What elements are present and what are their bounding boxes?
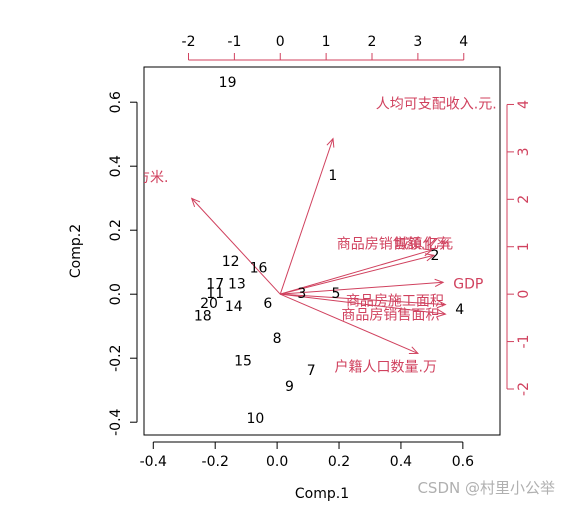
loading-arrowhead — [436, 309, 447, 318]
observation-label: 13 — [228, 277, 246, 293]
top-tick-label: -1 — [227, 34, 241, 50]
observation-label: 19 — [219, 75, 237, 91]
observation-label: 14 — [225, 299, 243, 315]
loading-arrowhead — [424, 253, 436, 262]
variable-label: 商品房施工面积 — [346, 293, 444, 309]
loading-arrowhead — [408, 346, 420, 355]
observation-label: 2 — [431, 248, 440, 264]
right-tick-label: -1 — [516, 335, 532, 349]
watermark: CSDN @村里小公举 — [417, 479, 555, 497]
y-axis-title: Comp.2 — [68, 224, 84, 278]
right-tick-label: 4 — [516, 100, 532, 109]
variable-label: 商品房销售额.亿元 — [337, 236, 453, 252]
loading-arrow — [280, 293, 446, 306]
right-tick-label: 2 — [516, 195, 532, 204]
loading-arrowhead — [436, 299, 447, 309]
observation-label: 16 — [250, 261, 268, 277]
loading-arrow — [280, 254, 435, 295]
y-tick-label: -0.2 — [108, 345, 124, 372]
loading-arrowhead — [326, 137, 335, 148]
top-tick-label: 0 — [276, 34, 285, 50]
variable-label: GDP — [453, 277, 483, 293]
top-tick-label: 2 — [368, 34, 377, 50]
top-tick-label: -2 — [182, 34, 196, 50]
top-tick-label: 3 — [413, 34, 422, 50]
x-tick-label: 0.0 — [266, 454, 288, 470]
observation-label: 17 — [206, 277, 224, 293]
loading-arrowhead — [434, 278, 445, 287]
loading-arrows-layer — [190, 137, 447, 355]
y-tick-label: -0.4 — [108, 408, 124, 435]
loading-arrow — [280, 281, 444, 295]
top-tick-label: 1 — [322, 34, 331, 50]
variable-label: 户籍人口数量.万 — [335, 359, 437, 376]
x-tick-label: -0.2 — [202, 454, 229, 470]
x-axis-title: Comp.1 — [295, 486, 349, 502]
observation-label: 18 — [194, 309, 212, 325]
variable-label: 城镇化率 — [394, 235, 450, 252]
loading-arrow — [191, 198, 281, 295]
observation-label: 3 — [297, 286, 306, 302]
observation-label: 8 — [273, 331, 282, 347]
observation-label: 4 — [455, 302, 464, 318]
observation-label: 7 — [307, 363, 316, 379]
observation-label: 6 — [263, 296, 272, 312]
right-tick-label: 3 — [516, 147, 532, 156]
loading-arrow — [280, 293, 446, 315]
right-tick-label: -2 — [516, 382, 532, 396]
y-tick-label: 0.0 — [108, 283, 124, 305]
variable-label: 均面积.平方米. — [76, 170, 169, 186]
y-tick-label: 0.4 — [108, 155, 124, 177]
x-tick-label: 0.4 — [390, 454, 412, 470]
observation-label: 1 — [328, 168, 337, 184]
top-tick-label: 4 — [459, 34, 468, 50]
variable-label: 商品房销售面积 — [341, 307, 439, 323]
loading-arrow — [280, 249, 432, 295]
x-tick-label: 0.6 — [452, 454, 474, 470]
loading-arrow — [279, 138, 334, 295]
observation-label: 12 — [222, 254, 240, 270]
y-tick-label: 0.2 — [108, 219, 124, 241]
loading-arrow — [280, 293, 419, 354]
observation-label: 11 — [206, 286, 224, 302]
observation-label: 5 — [331, 286, 340, 302]
variable-label: 人均可支配收入.元. — [376, 96, 497, 112]
x-tick-label: -0.4 — [140, 454, 167, 470]
right-tick-label: 1 — [516, 242, 532, 251]
axes-layer: -0.4 -0.2 0.0 0.2 0.4 0.6 -0.4 -0.2 0.0 0.2 0.4 0.6… — [68, 34, 532, 502]
observation-label: 9 — [285, 379, 294, 395]
x-tick-label: 0.2 — [328, 454, 350, 470]
loading-arrowhead — [190, 197, 201, 208]
plot-frame — [143, 66, 501, 436]
right-tick-label: 0 — [516, 290, 532, 299]
observation-label: 10 — [247, 411, 265, 427]
observation-label: 15 — [234, 353, 252, 369]
y-tick-label: 0.6 — [108, 91, 124, 113]
observation-label: 20 — [200, 296, 218, 312]
